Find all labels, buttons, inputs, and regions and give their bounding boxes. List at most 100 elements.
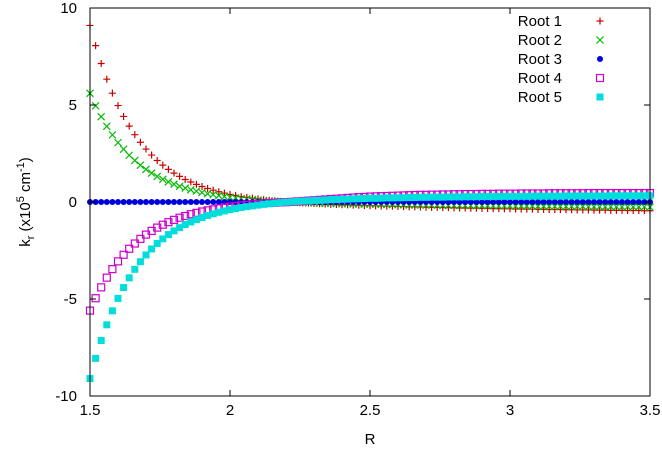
- data-marks: [85, 21, 655, 383]
- data-point: [102, 273, 111, 282]
- data-point: [148, 199, 155, 205]
- data-point: [181, 175, 189, 183]
- data-point: [198, 214, 206, 222]
- data-point: [187, 199, 194, 205]
- data-point: [103, 321, 111, 329]
- data-point: [584, 202, 593, 211]
- data-point: [451, 199, 457, 205]
- y-axis-title-subscript: r: [25, 235, 37, 239]
- data-point: [523, 199, 530, 205]
- data-point: [192, 180, 200, 188]
- data-point: [92, 354, 100, 362]
- data-point: [512, 192, 520, 200]
- data-point: [456, 199, 463, 205]
- tick-labels: 1.5 2 2.5 3 3.5 -10 -5 0 5 10: [55, 0, 660, 419]
- data-point: [573, 202, 582, 211]
- data-point: [366, 194, 374, 202]
- data-point: [344, 195, 352, 203]
- data-point: [405, 194, 413, 202]
- data-point: [613, 199, 620, 205]
- data-point: [260, 200, 268, 208]
- data-point: [143, 199, 149, 205]
- y-axis-title-close: ): [17, 157, 34, 162]
- data-point: [624, 192, 632, 200]
- data-point: [495, 199, 502, 205]
- data-point: [501, 199, 508, 205]
- data-point: [400, 194, 408, 202]
- data-point: [529, 199, 536, 205]
- data-point: [596, 192, 604, 200]
- data-point: [349, 195, 357, 203]
- data-point: [579, 199, 586, 205]
- data-point: [137, 199, 144, 205]
- y-axis-title-exp2: -1: [15, 162, 27, 172]
- data-point: [293, 197, 301, 205]
- data-point: [556, 202, 565, 211]
- legend: Root 1 Root 2 Root 3 Root 4 Root 5: [518, 13, 605, 106]
- data-point: [506, 192, 514, 200]
- data-point: [186, 210, 195, 219]
- axis-ticks: [89, 7, 651, 397]
- data-point: [125, 274, 133, 282]
- data-point: [204, 212, 212, 220]
- data-point: [159, 199, 166, 205]
- data-point: [131, 199, 138, 205]
- y-axis-title-mid: cm: [17, 172, 34, 196]
- data-point: [321, 196, 329, 204]
- y-axis-title-open: (x10: [17, 202, 34, 235]
- data-point: [568, 192, 576, 200]
- data-point: [282, 198, 290, 206]
- data-point: [517, 192, 525, 200]
- data-point: [551, 199, 558, 205]
- data-point: [288, 198, 296, 206]
- data-point: [428, 193, 436, 201]
- data-point: [120, 284, 128, 292]
- data-point: [97, 283, 106, 292]
- data-point: [540, 192, 548, 200]
- data-point: [254, 201, 262, 209]
- x-axis-title: R: [365, 431, 376, 448]
- data-point: [316, 196, 324, 204]
- data-point: [623, 202, 632, 211]
- data-point: [360, 195, 368, 203]
- data-point: [210, 199, 217, 205]
- data-point: [450, 193, 458, 201]
- data-point: [248, 202, 256, 210]
- data-point: [92, 42, 100, 50]
- data-point: [495, 193, 503, 201]
- data-point: [372, 194, 380, 202]
- data-point: [456, 193, 464, 201]
- y-axis-title-exp1: 5: [15, 196, 27, 202]
- data-point: [539, 202, 548, 211]
- data-point: [394, 194, 402, 202]
- data-point: [164, 165, 172, 173]
- data-point: [153, 156, 161, 164]
- data-point: [142, 165, 150, 174]
- data-point: [411, 194, 419, 202]
- data-point: [416, 193, 424, 201]
- data-point: [602, 199, 609, 205]
- data-point: [181, 211, 190, 221]
- data-point: [619, 199, 625, 205]
- data-point: [170, 227, 178, 235]
- data-point: [232, 205, 240, 213]
- legend-marker: [596, 93, 604, 101]
- legend-marker: [596, 17, 604, 25]
- data-point: [182, 199, 189, 205]
- data-point: [187, 178, 195, 186]
- data-point: [355, 195, 363, 203]
- data-point: [310, 196, 318, 204]
- data-point: [584, 192, 592, 200]
- data-point: [158, 175, 167, 184]
- data-point: [198, 182, 206, 190]
- data-point: [601, 202, 610, 211]
- data-point: [629, 202, 638, 211]
- data-point: [422, 193, 430, 201]
- data-point: [102, 122, 111, 131]
- data-point: [635, 192, 643, 200]
- data-point: [490, 199, 497, 205]
- data-point: [181, 221, 189, 229]
- data-point: [113, 257, 123, 266]
- data-point: [154, 199, 161, 205]
